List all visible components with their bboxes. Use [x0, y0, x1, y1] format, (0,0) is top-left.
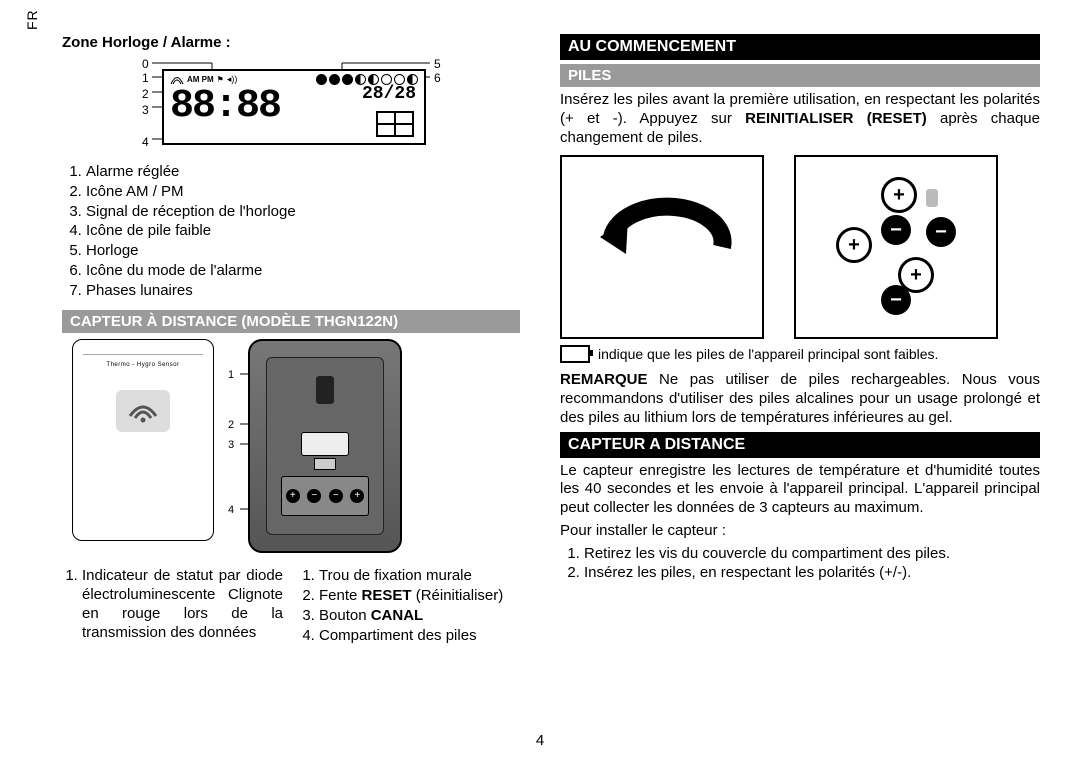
list-item: Alarme réglée — [86, 163, 520, 182]
remarque-paragraph: REMARQUE Ne pas utiliser de piles rechar… — [560, 371, 1040, 427]
heading-capteur-distance: CAPTEUR A DISTANCE — [560, 432, 1040, 458]
minus-icon: − — [881, 215, 911, 245]
wall-mount-slot — [316, 376, 334, 404]
language-tab: FR — [24, 9, 40, 30]
sensor-front-label: Thermo - Hygro Sensor — [73, 362, 213, 368]
lcd-frame: AM PM ⚑ ◂)) 88:88 28/28 — [162, 69, 426, 145]
list-item: Phases lunaires — [86, 282, 520, 301]
battery-diagrams: + − + − + − — [560, 155, 1040, 339]
sensor-legend-columns: Indicateur de statut par diode électrolu… — [62, 563, 520, 655]
alarm-flag-icon: ⚑ — [217, 75, 224, 84]
callout-b1: 1 — [228, 369, 234, 381]
ampm-text: AM PM — [187, 75, 214, 84]
left-column: Zone Horloge / Alarme : 0 1 2 3 4 5 6 — [40, 30, 540, 741]
callout-b2: 2 — [228, 419, 234, 431]
sensor-legend-left: Indicateur de statut par diode électrolu… — [62, 567, 283, 642]
battery-tab-icon — [926, 189, 938, 207]
piles-paragraph: Insérez les piles avant la première util… — [560, 91, 1040, 147]
sensor-back-wrap: 1 2 3 4 + − — [230, 339, 400, 553]
heading-sensor-model: CAPTEUR À DISTANCE (MODÈLE THGN122N) — [62, 310, 520, 333]
sensor-figures: Thermo - Hygro Sensor 1 2 3 4 — [72, 339, 520, 553]
battery-low-icon — [560, 345, 590, 363]
sensor-front-view: Thermo - Hygro Sensor — [72, 339, 214, 541]
list-item: Horloge — [86, 242, 520, 261]
battery-open-diagram — [560, 155, 764, 339]
low-battery-text: indique que les piles de l'appareil prin… — [598, 346, 938, 362]
plus-icon: + — [836, 227, 872, 263]
list-item: Icône du mode de l'alarme — [86, 262, 520, 281]
minus-icon: − — [329, 489, 343, 503]
list-item: Icône AM / PM — [86, 183, 520, 202]
page-number: 4 — [536, 732, 544, 749]
list-item: Insérez les piles, en respectant les pol… — [584, 564, 1040, 583]
sensor-led-icon — [116, 390, 170, 432]
list-item: Compartiment des piles — [319, 627, 520, 646]
manual-page: FR Zone Horloge / Alarme : 0 1 2 3 4 5 6 — [0, 0, 1080, 761]
lcd-diagram: 0 1 2 3 4 5 6 AM PM ⚑ ◂ — [82, 57, 502, 157]
plus-icon: + — [881, 177, 917, 213]
battery-polarity-diagram: + − + − + − — [794, 155, 998, 339]
list-item: Fente RESET (Réinitialiser) — [319, 587, 520, 606]
lcd-date: 28/28 — [362, 85, 416, 103]
minus-icon: − — [307, 489, 321, 503]
rotate-arrow-icon — [592, 192, 732, 272]
reset-slot — [301, 432, 349, 456]
right-column: AU COMMENCEMENT PILES Insérez les piles … — [540, 30, 1040, 741]
list-item: Signal de réception de l'horloge — [86, 203, 520, 222]
install-list: Retirez les vis du couvercle du comparti… — [560, 545, 1040, 584]
sensor-back-view: + − − + — [248, 339, 402, 553]
list-item: Icône de pile faible — [86, 222, 520, 241]
list-item: Retirez les vis du couvercle du comparti… — [584, 545, 1040, 564]
low-battery-note: indique que les piles de l'appareil prin… — [560, 345, 1040, 363]
list-item: Indicateur de statut par diode électrolu… — [82, 567, 283, 642]
capteur-paragraph: Le capteur enregistre les lectures de te… — [560, 462, 1040, 518]
sensor-legend-right: Trou de fixation murale Fente RESET (Réi… — [299, 567, 520, 645]
heading-clock-alarm-zone: Zone Horloge / Alarme : — [62, 34, 520, 51]
plus-icon: + — [350, 489, 364, 503]
signal-icon — [170, 75, 184, 85]
callout-b4: 4 — [228, 504, 234, 516]
channel-button — [314, 458, 336, 470]
clock-alarm-legend-list: Alarme réglée Icône AM / PM Signal de ré… — [62, 163, 520, 300]
heading-piles: PILES — [560, 64, 1040, 87]
install-intro: Pour installer le capteur : — [560, 522, 1040, 541]
heading-au-commencement: AU COMMENCEMENT — [560, 34, 1040, 60]
list-item: Trou de fixation murale — [319, 567, 520, 586]
lcd-time: 88:88 — [170, 87, 280, 127]
plus-icon: + — [286, 489, 300, 503]
minus-icon: − — [881, 285, 911, 315]
lcd-calendar-grid — [376, 111, 414, 137]
callout-b3: 3 — [228, 439, 234, 451]
minus-icon: − — [926, 217, 956, 247]
list-item: Bouton CANAL — [319, 607, 520, 626]
battery-compartment: + − − + — [281, 476, 369, 516]
